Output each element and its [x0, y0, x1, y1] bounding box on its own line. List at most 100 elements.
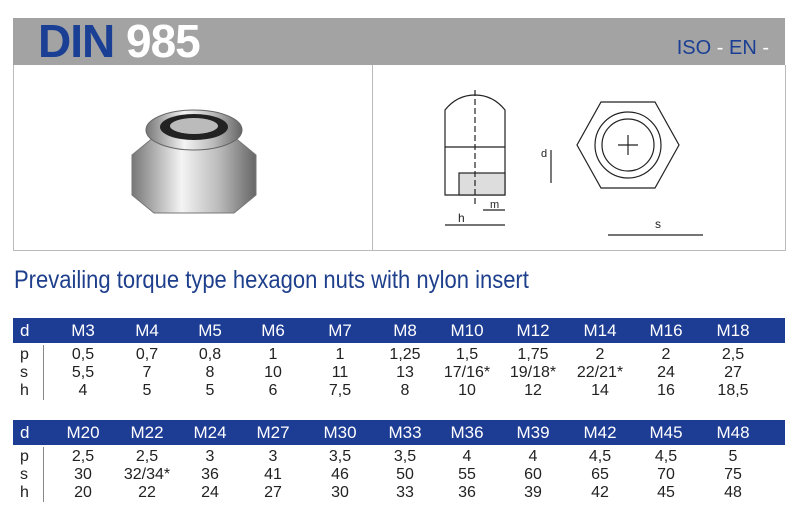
table-cell: 22/21*: [576, 364, 624, 381]
size-header: M48: [716, 423, 750, 442]
table-cell: 33: [396, 484, 414, 501]
table-cell: 3,5: [393, 448, 417, 465]
table-cell: 14: [591, 382, 609, 399]
header-bar: DIN 985 ISO - EN -: [13, 15, 785, 67]
table-row: s 5,5 7 8 10 11 13 17/16* 19/18* 22/21* 24 27: [13, 364, 785, 382]
size-header: M18: [716, 321, 750, 340]
table-cell: 2: [595, 346, 605, 363]
standard-refs: ISO - EN -: [676, 37, 769, 59]
table-cell: 5: [142, 382, 152, 399]
dim-m: m: [490, 199, 499, 211]
table-cell: 11: [331, 364, 349, 381]
size-header: M33: [388, 423, 422, 442]
table-cell: 13: [396, 364, 414, 381]
table-cell: 3,5: [328, 448, 352, 465]
size-header: M45: [649, 423, 683, 442]
table-cell: 36: [201, 466, 219, 483]
size-header: M14: [583, 321, 617, 340]
d-label: d: [20, 321, 30, 340]
table-cell: 45: [657, 484, 675, 501]
row-label: h: [20, 484, 29, 501]
product-photo-panel: [13, 65, 373, 251]
table-cell: 2,5: [721, 346, 745, 363]
table-header: d M3 M4 M5 M6 M7 M8 M10 M12 M14 M16 M18: [13, 318, 785, 343]
dim-s: s: [655, 217, 661, 231]
table-cell: 10: [458, 382, 476, 399]
row-label: s: [20, 364, 28, 381]
table-cell: 4,5: [588, 448, 612, 465]
table-cell: 1: [335, 346, 345, 363]
table-cell: 46: [331, 466, 349, 483]
size-header: M8: [393, 321, 417, 340]
table-cell: 1,25: [389, 346, 421, 363]
table-cell: 30: [331, 484, 349, 501]
size-header: M12: [516, 321, 550, 340]
size-header: M36: [450, 423, 484, 442]
table-cell: 22: [138, 484, 156, 501]
size-header: M42: [583, 423, 617, 442]
size-header: M39: [516, 423, 550, 442]
standard-title: DIN 985: [38, 15, 201, 67]
column-divider: [43, 447, 44, 502]
table-cell: 65: [591, 466, 609, 483]
table-cell: 1,5: [455, 346, 479, 363]
row-label: p: [20, 448, 29, 465]
size-header: M16: [649, 321, 683, 340]
dim-h: h: [458, 211, 465, 225]
table-cell: 5,5: [71, 364, 95, 381]
size-header: M7: [328, 321, 352, 340]
table-cell: 1: [268, 346, 278, 363]
row-label: h: [20, 382, 29, 399]
table-cell: 70: [657, 466, 675, 483]
table-cell: 55: [458, 466, 476, 483]
table-cell: 24: [657, 364, 675, 381]
page-title: Prevailing torque type hexagon nuts with…: [14, 266, 529, 294]
table-cell: 7: [142, 364, 152, 381]
table-cell: 3: [268, 448, 278, 465]
technical-drawing: d m h s: [444, 90, 703, 236]
size-header: M10: [450, 321, 484, 340]
table-row: s 30 32/34* 36 41 46 50 55 60 65 70 75: [13, 466, 785, 484]
table-cell: 16: [657, 382, 675, 399]
table-row: p 2,5 2,5 3 3 3,5 3,5 4 4 4,5 4,5 5: [13, 448, 785, 466]
table-cell: 0,8: [198, 346, 222, 363]
size-header: M4: [135, 321, 159, 340]
technical-drawing-panel: d m h s: [372, 65, 786, 251]
table-cell: 2,5: [71, 448, 95, 465]
table-cell: 36: [458, 484, 476, 501]
table-cell: 8: [400, 382, 410, 399]
table-cell: 18,5: [717, 382, 749, 399]
table-cell: 20: [74, 484, 92, 501]
table-cell: 0,5: [71, 346, 95, 363]
table-cell: 19/18*: [509, 364, 557, 381]
table-cell: 48: [724, 484, 742, 501]
column-divider: [43, 345, 44, 400]
table-cell: 32/34*: [123, 466, 171, 483]
table-cell: 75: [724, 466, 742, 483]
table-cell: 4: [528, 448, 538, 465]
size-header: M30: [323, 423, 357, 442]
table-cell: 17/16*: [443, 364, 491, 381]
table-cell: 30: [74, 466, 92, 483]
table-cell: 7,5: [328, 382, 352, 399]
table-cell: 50: [396, 466, 414, 483]
table-row: p 0,5 0,7 0,8 1 1 1,25 1,5 1,75 2 2 2,5: [13, 346, 785, 364]
table-cell: 39: [524, 484, 542, 501]
table-cell: 42: [591, 484, 609, 501]
table-row: h 4 5 5 6 7,5 8 10 12 14 16 18,5: [13, 382, 785, 400]
table-cell: 0,7: [135, 346, 159, 363]
table-cell: 1,75: [517, 346, 549, 363]
nut-photo: [131, 109, 257, 214]
size-header: M24: [193, 423, 227, 442]
row-label: p: [20, 346, 29, 363]
size-header: M22: [130, 423, 164, 442]
size-header: M3: [71, 321, 95, 340]
table-cell: 10: [264, 364, 282, 381]
row-label: s: [20, 466, 28, 483]
size-header: M5: [198, 321, 222, 340]
table-cell: 4: [78, 382, 88, 399]
table-cell: 27: [264, 484, 282, 501]
table-row: h 20 22 24 27 30 33 36 39 42 45 48: [13, 484, 785, 502]
table-cell: 2,5: [135, 448, 159, 465]
table-cell: 3: [205, 448, 215, 465]
